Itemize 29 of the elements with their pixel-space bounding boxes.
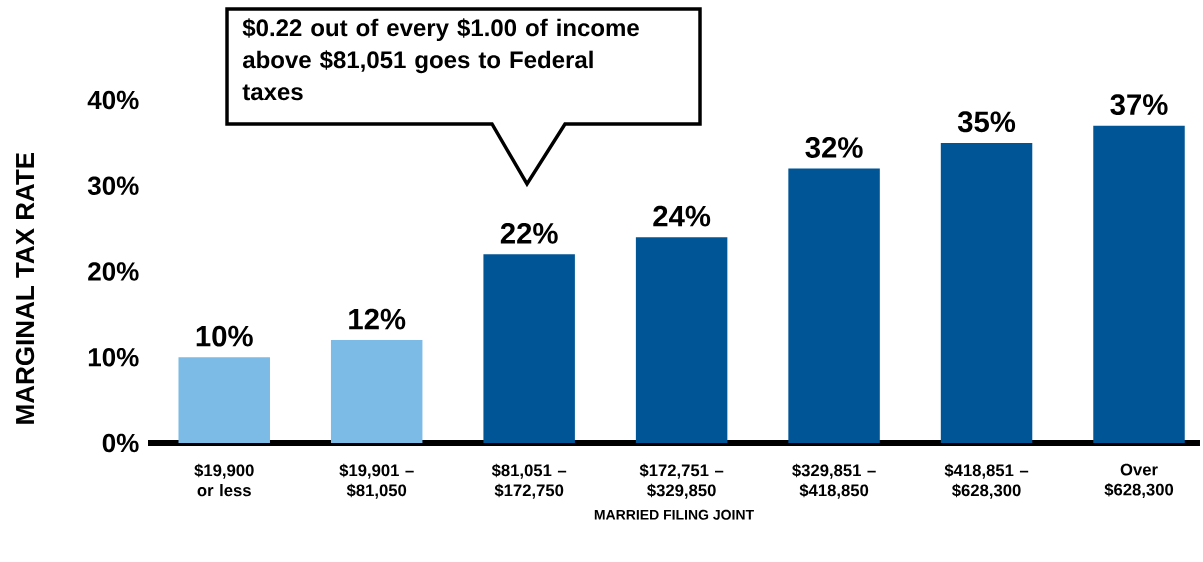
data-label: 10%: [196, 325, 253, 347]
data-label: 35%: [957, 111, 1016, 133]
bar: [635, 237, 728, 443]
data-label: 22%: [500, 222, 558, 244]
x-axis-title: MARRIED FILING JOINT: [594, 509, 754, 520]
data-label: 24%: [653, 205, 711, 227]
x-tick-label: Over $628,300: [1104, 463, 1174, 498]
bar: [178, 357, 270, 443]
y-tick-label: 40%: [87, 90, 139, 110]
data-label: 32%: [805, 137, 863, 158]
x-tick-label: $81,051 – $172,750: [491, 463, 567, 499]
y-tick-label: 30%: [87, 176, 139, 195]
annotation: $0.22 out of every $1.00 of income above $81,051 goes to Federal taxes: [242, 18, 639, 101]
bar: [330, 340, 423, 443]
y-tick-label: 0%: [102, 433, 139, 453]
bar: [788, 168, 880, 443]
data-label: 12%: [349, 308, 406, 330]
bar: [483, 254, 575, 443]
data-label: 37%: [1110, 94, 1168, 116]
x-tick-label: $418,851 – $628,300: [944, 463, 1029, 499]
x-tick-label: $19,900 or less: [194, 463, 254, 497]
y-tick-label: 20%: [88, 262, 139, 281]
y-tick-label: 10%: [88, 348, 139, 367]
x-tick-label: $19,901 – $81,050: [339, 463, 414, 499]
bar: [1093, 125, 1185, 443]
x-tick-label: $329,851 – $418,850: [792, 463, 876, 499]
x-tick-label: $172,751 – $329,850: [639, 463, 724, 499]
bar: [940, 142, 1033, 443]
y-axis-title: MARGINAL TAX RATE: [15, 152, 35, 424]
